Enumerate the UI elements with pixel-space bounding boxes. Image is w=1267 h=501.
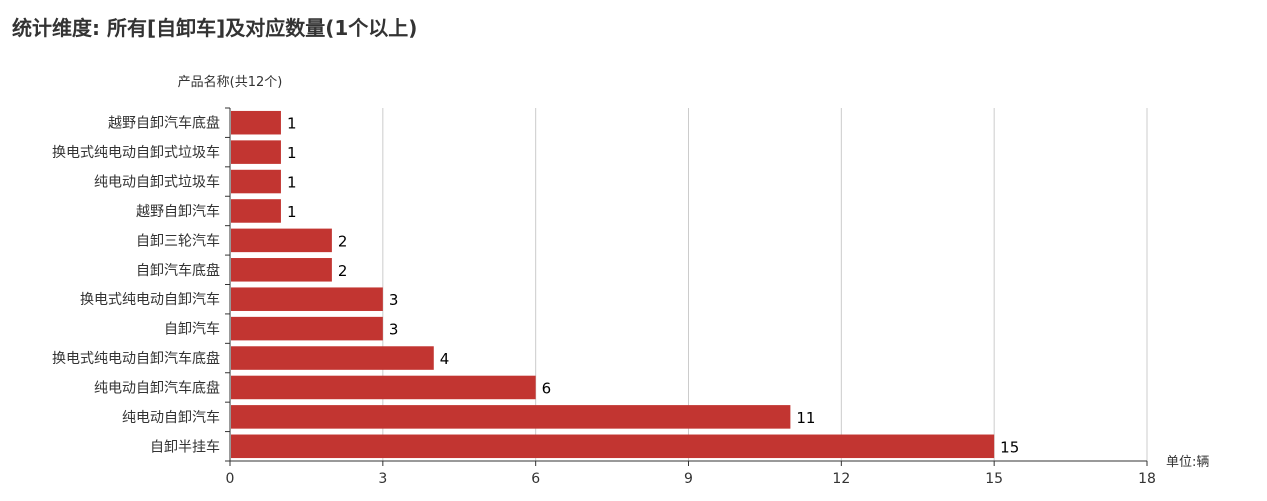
bar — [231, 199, 281, 223]
x-tick-label: 0 — [226, 471, 235, 487]
category-label: 换电式纯电动自卸汽车底盘 — [52, 350, 220, 367]
data-label: 6 — [542, 379, 552, 397]
data-label: 4 — [440, 350, 450, 368]
category-label: 换电式纯电动自卸汽车 — [80, 291, 220, 308]
bar — [231, 140, 281, 164]
category-label: 纯电动自卸式垃圾车 — [94, 174, 220, 191]
bar — [231, 346, 434, 370]
data-label: 1 — [287, 115, 297, 133]
data-label: 1 — [287, 203, 297, 221]
data-label: 11 — [796, 409, 815, 427]
category-label: 纯电动自卸汽车底盘 — [94, 379, 220, 396]
x-tick-label: 15 — [985, 471, 1003, 487]
bar — [231, 169, 281, 194]
category-label: 自卸三轮汽车 — [136, 232, 220, 249]
x-tick-label: 12 — [832, 471, 850, 487]
x-tick-label: 6 — [531, 471, 540, 487]
chart-title: 统计维度: 所有[自卸车]及对应数量(1个以上) — [12, 16, 418, 40]
category-label: 越野自卸汽车底盘 — [108, 115, 220, 132]
bar — [231, 287, 383, 311]
category-label: 纯电动自卸汽车 — [122, 409, 220, 426]
x-tick-label: 3 — [378, 471, 387, 487]
bar — [231, 434, 995, 459]
data-label: 15 — [1000, 438, 1019, 456]
bar — [231, 110, 281, 135]
data-label: 3 — [389, 321, 399, 339]
category-label: 换电式纯电动自卸式垃圾车 — [52, 144, 220, 161]
category-label: 自卸汽车 — [164, 321, 220, 338]
data-label: 3 — [389, 291, 399, 309]
bar — [231, 375, 536, 400]
bar — [231, 405, 791, 429]
category-label: 越野自卸汽车 — [136, 203, 220, 220]
category-label: 自卸半挂车 — [150, 438, 220, 455]
data-label: 2 — [338, 232, 348, 250]
data-label: 1 — [287, 174, 297, 192]
data-label: 2 — [338, 262, 348, 280]
category-label: 自卸汽车底盘 — [136, 262, 220, 279]
bar — [231, 316, 383, 341]
bar — [231, 258, 332, 282]
x-tick-label: 18 — [1138, 471, 1156, 487]
data-label: 1 — [287, 144, 297, 162]
bar — [231, 228, 332, 253]
x-axis-name: 单位:辆 — [1166, 455, 1209, 470]
x-tick-label: 9 — [684, 471, 693, 487]
y-axis-name: 产品名称(共12个) — [178, 74, 283, 90]
